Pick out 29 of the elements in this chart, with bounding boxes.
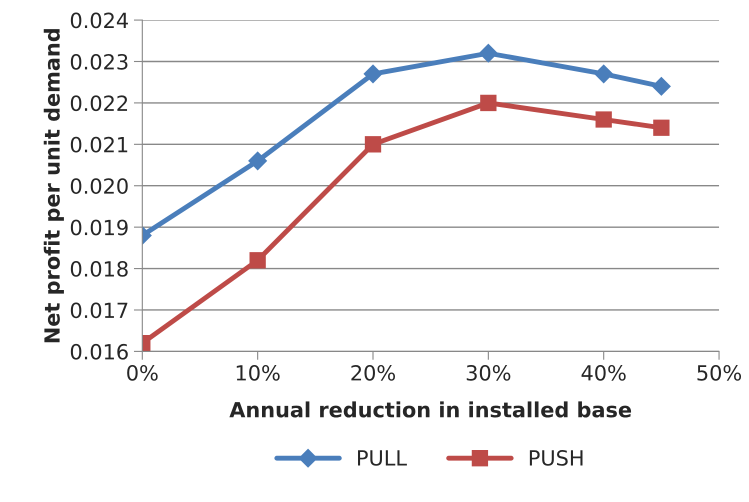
point bbox=[480, 94, 497, 112]
y-tick-label: 0.018 bbox=[70, 261, 128, 277]
y-tick-label: 0.024 bbox=[70, 12, 128, 28]
y-tick-label: 0.020 bbox=[70, 178, 128, 194]
x-tick-label: 50% bbox=[697, 364, 742, 381]
point bbox=[249, 252, 266, 268]
point bbox=[248, 152, 268, 170]
y-axis-title: Net profit per unit demand bbox=[44, 29, 64, 342]
y-tick-label: 0.022 bbox=[70, 95, 128, 112]
y-tick-label: 0.017 bbox=[70, 302, 128, 318]
x-tick-label: 30% bbox=[466, 364, 510, 381]
legend-label: PUSH bbox=[530, 450, 582, 466]
y-tick-label: 0.021 bbox=[70, 136, 128, 153]
point bbox=[653, 120, 670, 136]
x-tick-label: 10% bbox=[236, 364, 280, 381]
y-tick-label: 0.016 bbox=[70, 344, 128, 360]
x-tick-label: 40% bbox=[582, 364, 626, 381]
y-tick-label: 0.019 bbox=[70, 220, 128, 236]
point bbox=[596, 111, 612, 128]
point bbox=[594, 64, 614, 84]
x-tick-label: 0% bbox=[127, 364, 158, 381]
point bbox=[364, 64, 382, 84]
x-axis-title: Annual reduction in installed base bbox=[229, 401, 632, 418]
x-tick-label: 20% bbox=[351, 364, 396, 381]
point bbox=[652, 76, 671, 96]
point bbox=[478, 44, 498, 63]
y-tick-label: 0.023 bbox=[70, 54, 128, 70]
point bbox=[364, 136, 382, 152]
legend-label: PULL bbox=[358, 450, 407, 466]
